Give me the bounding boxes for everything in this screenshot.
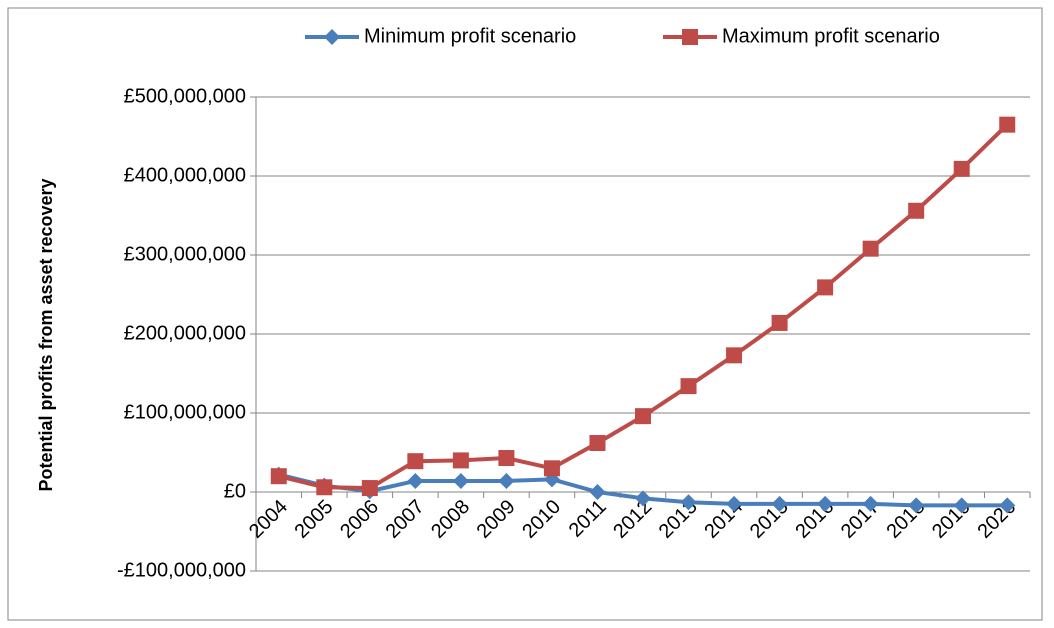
data-point bbox=[407, 453, 424, 470]
y-tick-label: £100,000,000 bbox=[124, 401, 246, 423]
data-point bbox=[999, 497, 1016, 514]
y-tick-label: £200,000,000 bbox=[124, 322, 246, 344]
data-point bbox=[999, 116, 1016, 133]
data-point bbox=[589, 484, 606, 500]
data-point bbox=[361, 480, 378, 497]
data-point bbox=[498, 472, 515, 489]
y-tick-label: £0 bbox=[224, 480, 246, 502]
y-tick-label: £300,000,000 bbox=[124, 243, 246, 265]
data-point bbox=[270, 468, 287, 485]
data-point bbox=[589, 435, 606, 452]
data-point bbox=[862, 495, 879, 512]
data-point bbox=[543, 460, 560, 477]
data-point bbox=[726, 347, 743, 364]
legend-marker bbox=[324, 29, 340, 45]
data-point bbox=[908, 202, 925, 219]
data-point bbox=[953, 497, 970, 514]
data-point bbox=[452, 452, 469, 469]
data-point bbox=[407, 472, 424, 489]
data-point bbox=[498, 450, 515, 467]
data-point bbox=[680, 494, 697, 511]
data-point bbox=[817, 495, 834, 512]
data-point bbox=[953, 160, 970, 177]
chart-frame bbox=[7, 7, 1043, 621]
legend-marker bbox=[682, 29, 698, 45]
y-axis-title: Potential profits from asset recovery bbox=[36, 178, 56, 491]
data-point bbox=[635, 408, 651, 425]
data-point bbox=[908, 497, 925, 514]
legend-label: Maximum profit scenario bbox=[722, 25, 940, 47]
y-tick-label: -£100,000,000 bbox=[117, 559, 246, 581]
data-point bbox=[680, 378, 697, 395]
legend-label: Minimum profit scenario bbox=[364, 25, 576, 47]
y-tick-label: £400,000,000 bbox=[124, 164, 246, 186]
data-point bbox=[862, 240, 879, 257]
data-point bbox=[726, 495, 743, 512]
y-tick-label: £500,000,000 bbox=[124, 85, 246, 107]
data-point bbox=[316, 479, 333, 496]
data-point bbox=[635, 490, 651, 507]
data-point bbox=[452, 472, 469, 489]
data-point bbox=[771, 314, 788, 331]
data-point bbox=[771, 495, 788, 512]
data-point bbox=[817, 279, 834, 296]
